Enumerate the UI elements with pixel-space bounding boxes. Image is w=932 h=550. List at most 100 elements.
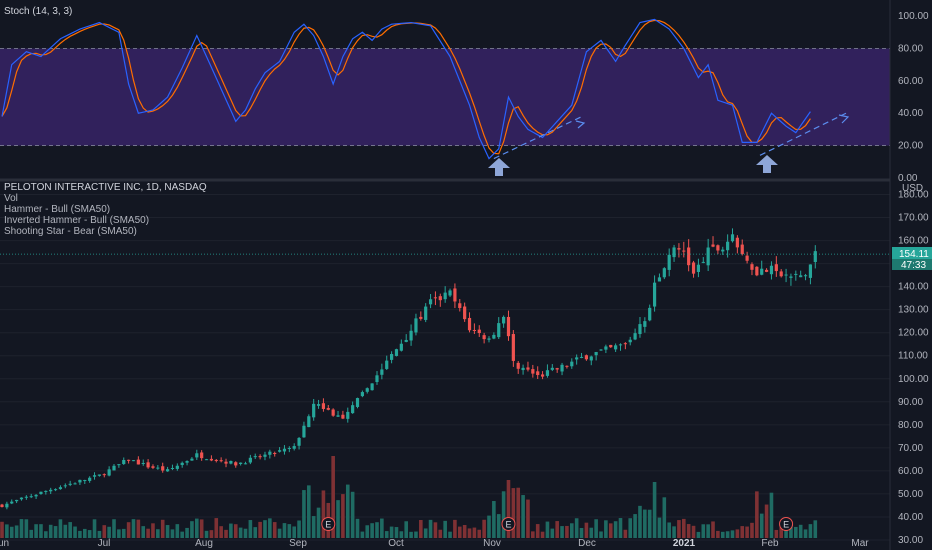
volume-bar <box>151 523 155 538</box>
up-arrow-icon <box>756 155 778 173</box>
candle <box>307 416 311 428</box>
price-tick-label: 100.00 <box>898 374 929 385</box>
indicator-vol[interactable]: Vol <box>4 193 18 204</box>
indicator-shooting-star[interactable]: Shooting Star - Bear (SMA50) <box>4 226 137 237</box>
trendline-2-head-icon <box>838 114 850 124</box>
currency-label[interactable]: USD <box>902 183 923 194</box>
volume-bar <box>472 527 477 538</box>
candle <box>813 251 817 262</box>
price-tick-label: 90.00 <box>898 397 923 408</box>
candle <box>214 459 218 461</box>
indicator-hammer[interactable]: Hammer - Bull (SMA50) <box>4 204 110 215</box>
volume-bar <box>506 480 511 538</box>
candle <box>73 483 77 485</box>
x-axis[interactable]: Jun Jul Aug Sep Oct Nov Dec 2021 Feb Mar <box>0 538 869 549</box>
volume-bar <box>448 531 452 538</box>
volume-bar <box>730 530 735 538</box>
earnings-marker-icon[interactable] <box>779 517 794 531</box>
candle <box>146 462 150 468</box>
volume-bar <box>711 521 715 538</box>
volume-bar <box>63 524 68 538</box>
candle <box>604 346 608 350</box>
earnings-marker-icon[interactable] <box>501 517 516 531</box>
candle <box>672 247 676 258</box>
volume-bar <box>613 521 618 538</box>
volume-bar <box>53 526 58 538</box>
candle <box>443 292 447 300</box>
volume-bar <box>9 526 14 538</box>
volume-bar <box>287 524 292 538</box>
volume-bar <box>68 522 72 538</box>
volume-bar <box>443 520 447 538</box>
earnings-marker-label: E <box>505 520 511 530</box>
volume-bar <box>272 522 277 538</box>
volume-bar <box>78 530 82 538</box>
candle <box>701 261 705 263</box>
candle <box>769 265 774 275</box>
candle <box>808 264 813 278</box>
volume-bar <box>467 528 472 538</box>
volume-bar <box>102 525 107 538</box>
volume-bar <box>667 522 671 538</box>
volume-bar <box>224 529 228 538</box>
price-title: PELOTON INTERACTIVE INC, 1D, NASDAQ <box>4 182 207 193</box>
price-y-axis[interactable]: 180.00170.00160.00150.00140.00130.00120.… <box>898 190 929 546</box>
candle <box>53 489 58 491</box>
candle <box>190 458 194 461</box>
volume-bar <box>550 528 555 538</box>
volume-bar <box>199 519 204 538</box>
stoch-tick-label: 0.00 <box>898 173 918 184</box>
trendline-2 <box>759 112 847 156</box>
price-grid <box>0 194 890 541</box>
candle <box>745 255 749 261</box>
candle <box>24 496 28 498</box>
volume-bar <box>311 516 316 538</box>
candle <box>628 339 632 343</box>
volume-bar <box>589 527 594 538</box>
volume-bar <box>492 501 496 538</box>
volume-bar <box>618 518 623 538</box>
volume-bar <box>126 522 131 538</box>
candle <box>239 462 243 465</box>
candle <box>589 356 593 361</box>
candle <box>618 344 623 346</box>
volume-bar <box>574 518 579 538</box>
trendline-1 <box>493 115 583 160</box>
candle <box>258 456 262 458</box>
candle <box>696 264 701 272</box>
candle <box>312 403 316 418</box>
earnings-marker-icon[interactable] <box>321 517 336 531</box>
candle <box>360 392 364 397</box>
candle <box>579 356 584 358</box>
candle <box>467 317 472 331</box>
price-tick-label: 110.00 <box>898 351 928 362</box>
x-tick-label: Aug <box>195 538 213 549</box>
volume-bar <box>428 519 433 538</box>
volume-bar <box>701 524 706 538</box>
indicator-inverted-hammer[interactable]: Inverted Hammer - Bull (SMA50) <box>4 215 149 226</box>
volume-bar <box>423 528 428 538</box>
stoch-tick-label: 40.00 <box>898 108 923 119</box>
volume-bar <box>331 456 335 538</box>
trendline-1-head-icon <box>575 120 586 129</box>
candle <box>428 299 433 305</box>
candle <box>638 324 642 335</box>
volume-bar <box>404 521 409 538</box>
stoch-label: Stoch (14, 3, 3) <box>4 6 72 17</box>
candle <box>560 364 564 372</box>
volume-bar <box>716 530 720 538</box>
volume-bar <box>82 528 87 538</box>
candle <box>151 466 155 468</box>
price-tick-label: 80.00 <box>898 420 923 431</box>
candle <box>643 321 647 327</box>
last-price-badge <box>892 247 932 259</box>
stoch-band <box>0 48 890 146</box>
volume-bar <box>214 518 219 538</box>
price-tick-label: 130.00 <box>898 305 929 316</box>
volume-bar <box>204 530 209 538</box>
candle <box>268 451 272 455</box>
candle <box>248 457 252 463</box>
volume-bar <box>156 529 160 538</box>
